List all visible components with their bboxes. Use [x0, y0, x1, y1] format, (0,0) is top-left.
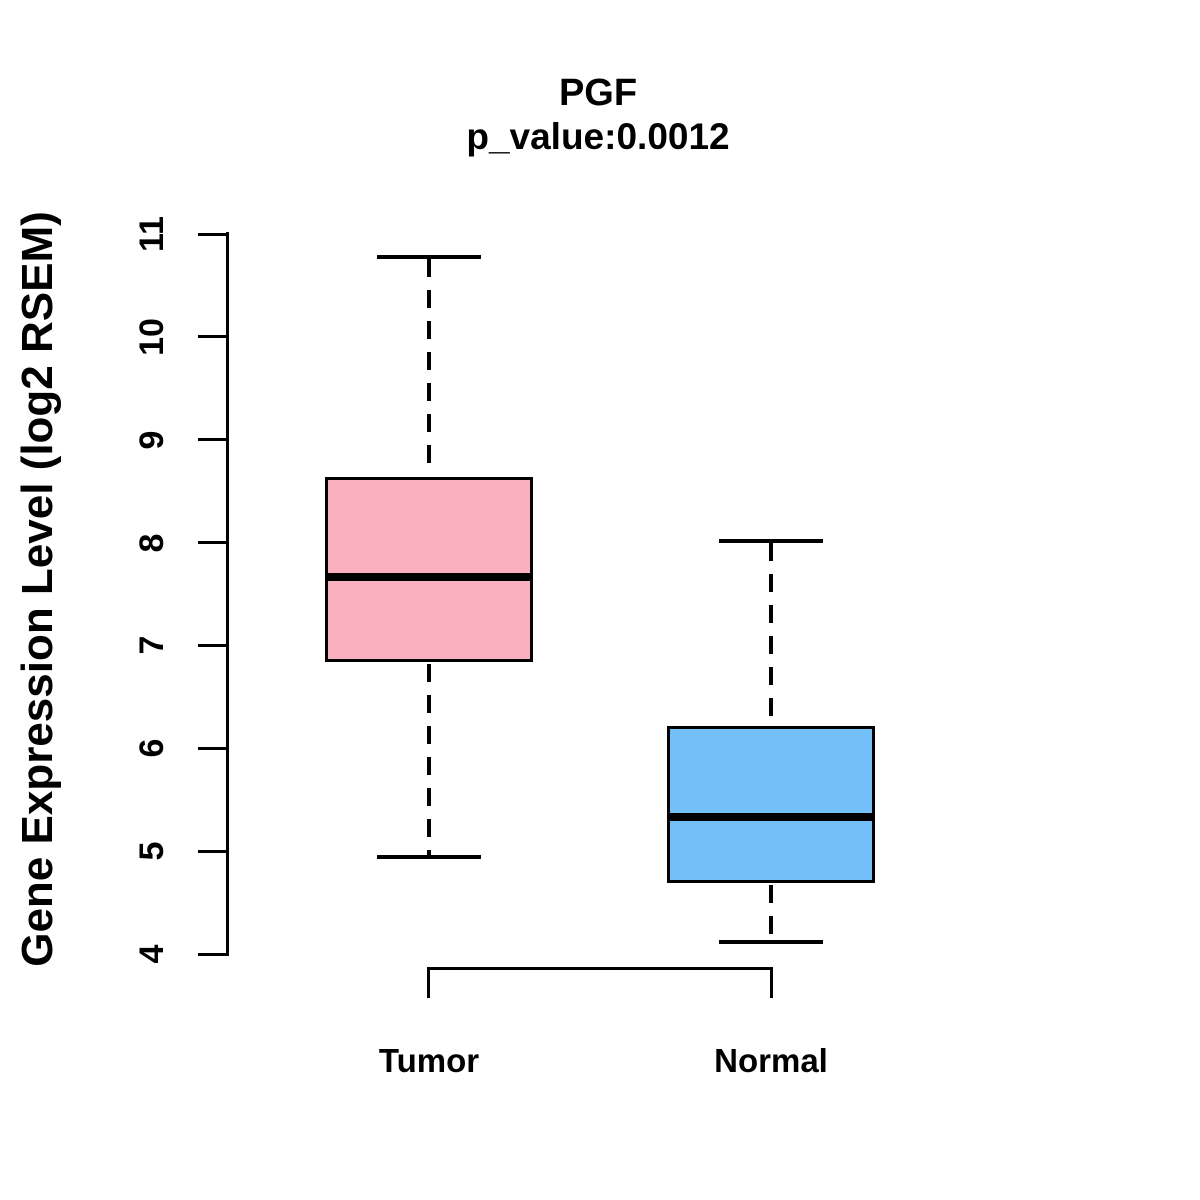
normal-box — [667, 725, 875, 884]
tumor-upper-whisker-line — [427, 258, 431, 475]
y-axis-tick-label: 10 — [133, 317, 171, 356]
y-axis-tick-label: 7 — [133, 635, 171, 655]
y-axis-tick — [198, 849, 226, 853]
tumor-lower-whisker-cap — [377, 855, 481, 860]
y-axis-tick — [198, 541, 226, 545]
tumor-median-line — [325, 572, 533, 581]
x-axis-label-normal: Normal — [714, 1042, 828, 1079]
x-axis-label-tumor: Tumor — [378, 1042, 480, 1079]
normal-lower-whisker-cap — [719, 939, 823, 944]
y-axis-tick — [198, 335, 226, 339]
comparison-bracket — [427, 967, 773, 998]
y-axis-tick — [198, 746, 226, 750]
tumor-box — [325, 476, 533, 662]
y-axis-tick-label: 4 — [133, 944, 171, 964]
y-axis-tick-label: 11 — [133, 216, 171, 252]
y-axis-tick-label: 6 — [133, 738, 171, 758]
tumor-upper-whisker-cap — [377, 254, 481, 259]
normal-upper-whisker-cap — [719, 538, 823, 543]
y-axis-tick-label: 9 — [133, 430, 171, 450]
y-axis-tick-label: 8 — [133, 533, 171, 553]
y-axis-tick — [198, 952, 226, 956]
normal-lower-whisker-line — [769, 885, 773, 940]
y-axis-tick-label: 5 — [133, 841, 171, 861]
y-axis-tick — [198, 643, 226, 647]
y-axis-tick — [198, 232, 226, 236]
tumor-lower-whisker-line — [427, 663, 431, 856]
normal-median-line — [667, 813, 875, 822]
y-axis-line — [226, 232, 229, 956]
normal-upper-whisker-line — [769, 542, 773, 724]
chart-title: PGF — [558, 72, 638, 114]
chart-subtitle: p_value:0.0012 — [466, 116, 730, 157]
y-axis-tick — [198, 438, 226, 442]
